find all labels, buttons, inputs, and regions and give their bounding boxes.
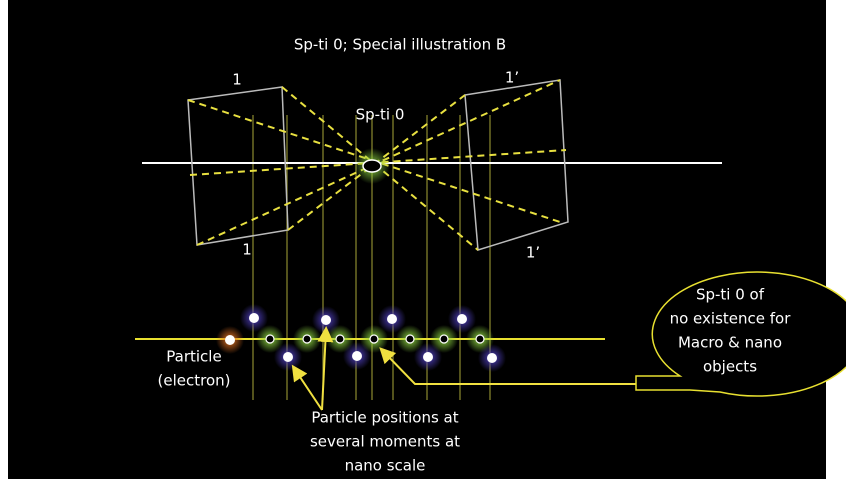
label: 1 — [232, 71, 242, 89]
arrow — [379, 347, 640, 385]
node — [475, 334, 485, 344]
node — [369, 334, 379, 344]
label: 1 — [242, 241, 252, 259]
particle — [487, 353, 497, 363]
particle — [321, 315, 331, 325]
title: Sp-ti 0; Special illustration B — [294, 36, 506, 54]
particle — [249, 313, 259, 323]
right-plane — [464, 79, 569, 251]
positions-label: Particle positions at — [311, 409, 458, 427]
particle — [283, 352, 293, 362]
particle-label: Particle — [166, 348, 221, 366]
node — [302, 334, 312, 344]
particle — [387, 314, 397, 324]
callout-text: no existence for — [670, 310, 792, 328]
label: 1’ — [505, 69, 519, 87]
positions-label: several moments at — [310, 433, 460, 451]
particles — [216, 304, 506, 372]
arrow — [291, 364, 323, 411]
callout-text: objects — [703, 358, 757, 376]
node — [439, 334, 449, 344]
callout-bubble — [635, 271, 846, 397]
positions-label: nano scale — [345, 457, 426, 475]
node — [405, 334, 415, 344]
node — [265, 334, 275, 344]
center-point — [362, 159, 382, 173]
background — [8, 0, 826, 479]
arrow — [317, 326, 334, 411]
particle — [225, 335, 235, 345]
label: Sp-ti 0 — [356, 106, 405, 124]
callout-text: Sp-ti 0 of — [696, 286, 765, 304]
node — [335, 334, 345, 344]
particle — [423, 352, 433, 362]
particle — [457, 314, 467, 324]
label: 1’ — [526, 244, 540, 262]
particle — [352, 351, 362, 361]
callout-text: Macro & nano — [678, 334, 782, 352]
particle-label: (electron) — [158, 372, 231, 390]
